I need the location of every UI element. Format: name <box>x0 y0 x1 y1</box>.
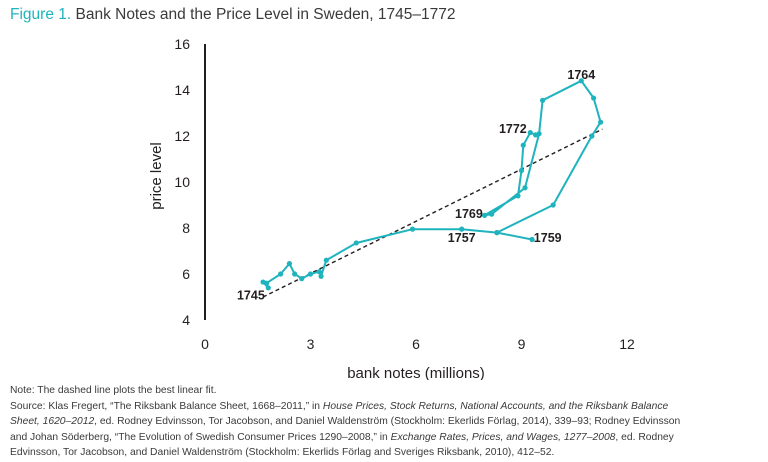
source-segment: Source: Klas Fregert, “The Riksbank Bala… <box>10 400 323 412</box>
x-tick-label: 6 <box>412 336 420 352</box>
y-tick-label: 4 <box>182 312 190 328</box>
data-point <box>286 261 292 267</box>
data-point <box>590 95 597 101</box>
source-italic-segment: Exchange Rates, Prices, and Wages, 1277–… <box>390 431 616 443</box>
data-point <box>316 269 322 275</box>
data-point <box>589 133 595 139</box>
year-label: 1772 <box>499 122 527 136</box>
data-point <box>578 78 584 84</box>
y-tick-label: 16 <box>174 36 190 52</box>
data-point <box>318 273 324 279</box>
y-axis-title: price level <box>148 142 165 210</box>
source-italic-segment: House Prices, Stock Returns, National Ac… <box>322 400 669 412</box>
source-segment: , ed. Rodney Edvinsson, Tor Jacobson, an… <box>94 416 681 428</box>
source-segment: , ed. Rodney <box>615 431 674 443</box>
data-point <box>540 97 546 103</box>
data-point <box>307 271 314 277</box>
data-point <box>481 212 488 218</box>
y-tick-label: 6 <box>182 266 190 282</box>
note-text: Note: The dashed line plots the best lin… <box>10 385 217 396</box>
source-segment: and Johan Söderberg, “The Evolution of S… <box>10 431 391 443</box>
data-point <box>323 257 329 263</box>
y-tick-label: 8 <box>182 220 190 236</box>
data-point <box>409 226 416 232</box>
data-point <box>520 142 526 148</box>
source-line: Sheet, 1620–2012, ed. Rodney Edvinsson, … <box>10 414 760 430</box>
data-point <box>527 129 533 136</box>
data-point <box>518 167 525 174</box>
data-point <box>292 271 298 277</box>
data-point <box>489 211 495 217</box>
x-tick-label: 0 <box>201 336 209 352</box>
data-point <box>353 240 359 246</box>
data-point <box>278 271 284 277</box>
year-label: 1764 <box>567 68 595 82</box>
data-point <box>515 193 521 199</box>
data-point <box>529 236 535 243</box>
figure-notes: Note: The dashed line plots the best lin… <box>10 383 760 461</box>
y-tick-label: 14 <box>174 82 190 98</box>
year-label: 1757 <box>448 231 476 245</box>
x-tick-label: 3 <box>307 336 315 352</box>
source-segment: Edvinsson, Tor Jacobson, and Daniel Wald… <box>10 447 555 459</box>
data-point <box>550 202 556 208</box>
data-point <box>459 226 465 232</box>
data-point <box>522 185 528 191</box>
source-line: Source: Klas Fregert, “The Riksbank Bala… <box>10 399 760 415</box>
data-point <box>265 285 271 291</box>
data-point <box>494 230 500 236</box>
best-fit-line <box>262 128 603 298</box>
x-axis-title: bank notes (millions) <box>347 365 485 380</box>
figure-title: Figure 1. Bank Notes and the Price Level… <box>10 6 456 24</box>
x-tick-label: 12 <box>619 336 635 352</box>
figure-title-text: Bank Notes and the Price Level in Sweden… <box>75 6 456 23</box>
x-tick-label: 9 <box>518 336 526 352</box>
source-italic-segment: Sheet, 1620–2012 <box>10 416 95 428</box>
source-line: Edvinsson, Tor Jacobson, and Daniel Wald… <box>10 445 760 461</box>
source-text: Source: Klas Fregert, “The Riksbank Bala… <box>10 399 760 461</box>
data-point <box>532 132 539 138</box>
year-label: 1769 <box>455 207 483 221</box>
year-label: 1745 <box>237 289 265 303</box>
data-point <box>263 280 270 286</box>
data-point <box>598 119 604 125</box>
year-label: 1759 <box>534 231 562 245</box>
data-point <box>299 276 305 282</box>
chart: 4 6 8 10 12 14 16 0 3 6 9 12 bank notes (millions) pr… <box>148 36 635 380</box>
source-line: and Johan Söderberg, “The Evolution of S… <box>10 430 760 446</box>
y-tick-label: 12 <box>174 128 190 144</box>
series-line <box>262 79 602 289</box>
figure-number: Figure 1. <box>10 6 72 23</box>
y-tick-label: 10 <box>174 174 190 190</box>
